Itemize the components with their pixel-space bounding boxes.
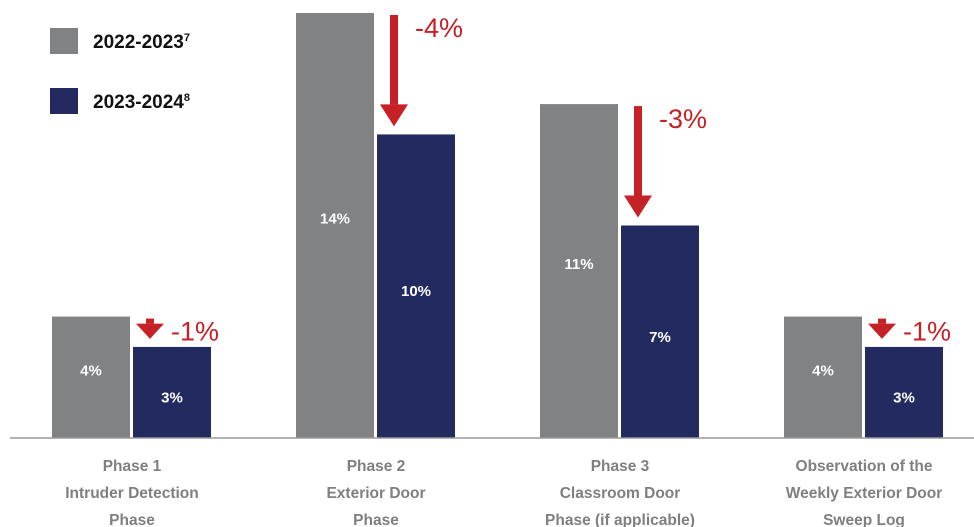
- category-label-line: Exterior Door: [326, 485, 425, 502]
- category-labels: Phase 1 Intruder Detection Phase Phase 2 Ext…: [65, 458, 942, 527]
- bar-value-label: 14%: [320, 211, 350, 228]
- change-label: -4%: [415, 13, 463, 43]
- bar-value-label: 3%: [161, 389, 183, 406]
- category-label-line: Phase 2: [347, 458, 406, 475]
- bar-value-label: 10%: [401, 283, 431, 300]
- category-label-line: Classroom Door: [560, 485, 681, 502]
- category-label-line: Phase 3: [591, 458, 650, 475]
- category-label-line: Phase (if applicable): [545, 512, 695, 527]
- down-arrow-icon: [868, 319, 896, 339]
- down-arrow-icon: [624, 106, 652, 217]
- category-label-line: Sweep Log: [823, 512, 905, 527]
- category-label-line: Observation of the: [796, 458, 933, 475]
- category-label-line: Intruder Detection: [65, 485, 198, 502]
- bar-value-label: 7%: [649, 329, 671, 346]
- category-label-line: Phase 1: [103, 458, 162, 475]
- bar-value-label: 4%: [812, 362, 834, 379]
- category-label-line: Phase: [353, 512, 399, 527]
- bar-value-label: 11%: [564, 256, 593, 273]
- change-label: -1%: [903, 317, 951, 347]
- legend-label-2023-2024: 2023-20248: [93, 92, 190, 113]
- legend-swatch-2023-2024: [50, 88, 78, 114]
- change-label: -1%: [171, 317, 219, 347]
- legend: 2022-20237 2023-20248: [50, 28, 190, 114]
- category-label-line: Weekly Exterior Door: [786, 485, 943, 502]
- bar-value-label: 3%: [893, 389, 915, 406]
- bar-value-label: 4%: [80, 362, 102, 379]
- category-label-line: Phase: [109, 512, 155, 527]
- legend-label-2022-2023: 2022-20237: [93, 32, 190, 53]
- down-arrow-icon: [380, 15, 408, 126]
- change-label: -3%: [659, 104, 707, 134]
- down-arrow-icon: [136, 319, 164, 339]
- bars: 4% 14% 11% 4% 3% 10% 7% 3%: [52, 13, 943, 438]
- legend-swatch-2022-2023: [50, 28, 78, 54]
